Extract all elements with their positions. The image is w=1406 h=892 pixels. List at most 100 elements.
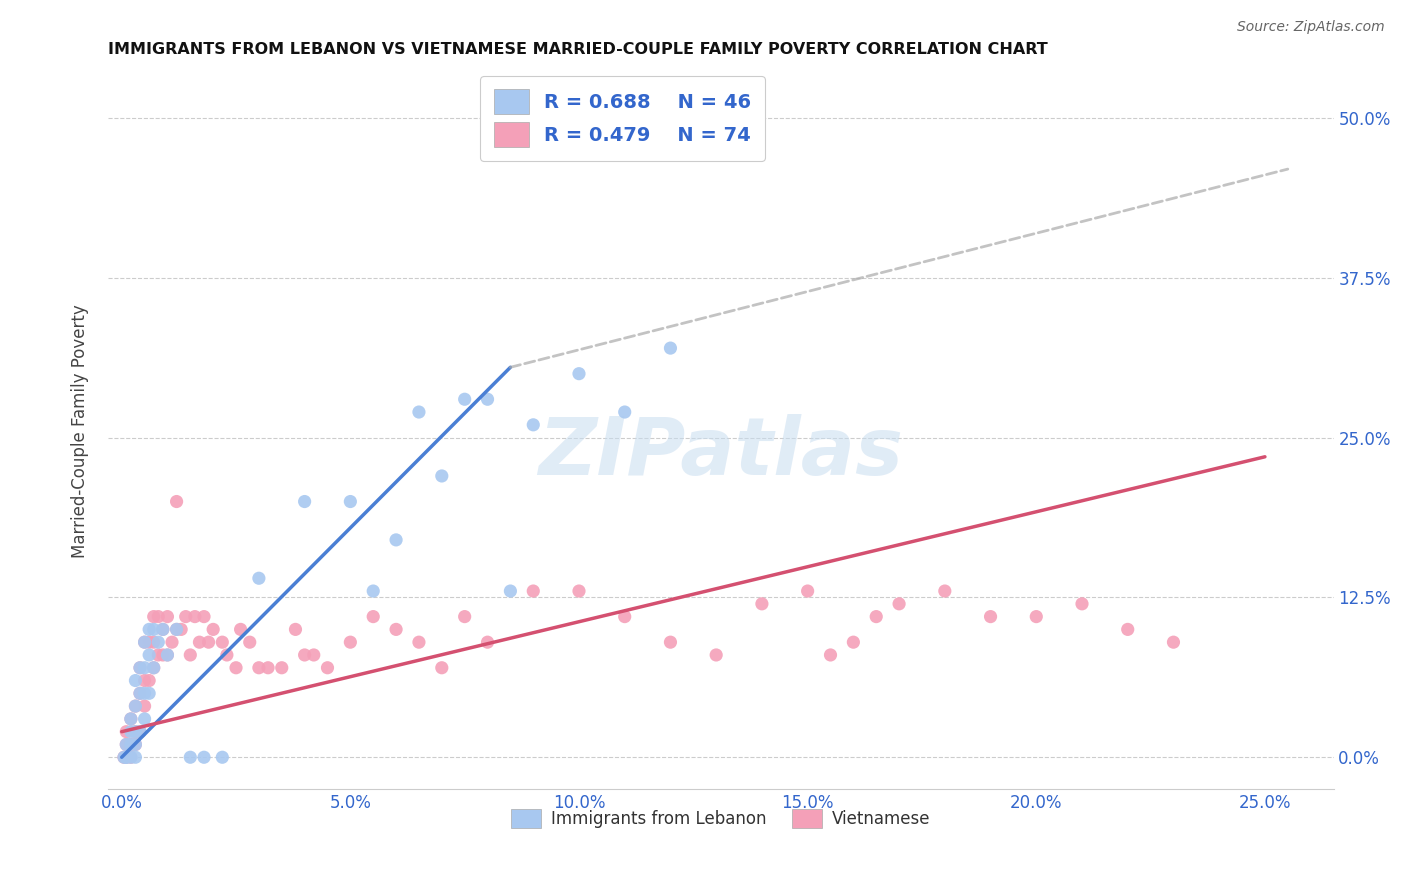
- Point: [361, 609, 384, 624]
- Point: [129, 724, 152, 739]
- Point: [115, 738, 138, 752]
- Point: [134, 712, 156, 726]
- Y-axis label: Married-Couple Family Poverty: Married-Couple Family Poverty: [72, 304, 89, 558]
- Point: [148, 609, 170, 624]
- Point: [166, 623, 188, 637]
- Point: [453, 392, 475, 407]
- Point: [751, 597, 773, 611]
- Point: [294, 648, 316, 662]
- Point: [124, 724, 146, 739]
- Point: [124, 699, 146, 714]
- Point: [1163, 635, 1185, 649]
- Point: [211, 635, 233, 649]
- Point: [865, 609, 887, 624]
- Point: [120, 738, 142, 752]
- Point: [1025, 609, 1047, 624]
- Point: [120, 712, 142, 726]
- Point: [120, 724, 142, 739]
- Point: [887, 597, 910, 611]
- Point: [339, 494, 361, 508]
- Point: [120, 738, 142, 752]
- Point: [134, 673, 156, 688]
- Point: [408, 405, 430, 419]
- Point: [142, 623, 165, 637]
- Point: [142, 635, 165, 649]
- Point: [247, 661, 270, 675]
- Point: [174, 609, 197, 624]
- Point: [499, 584, 522, 599]
- Point: [247, 571, 270, 585]
- Point: [138, 686, 160, 700]
- Point: [148, 648, 170, 662]
- Point: [142, 661, 165, 675]
- Point: [202, 623, 225, 637]
- Point: [142, 609, 165, 624]
- Point: [129, 661, 152, 675]
- Point: [148, 635, 170, 649]
- Point: [568, 584, 591, 599]
- Point: [138, 673, 160, 688]
- Point: [980, 609, 1002, 624]
- Point: [156, 609, 179, 624]
- Point: [152, 623, 174, 637]
- Point: [124, 738, 146, 752]
- Point: [112, 750, 135, 764]
- Text: Source: ZipAtlas.com: Source: ZipAtlas.com: [1237, 20, 1385, 34]
- Point: [120, 750, 142, 764]
- Point: [284, 623, 307, 637]
- Point: [134, 699, 156, 714]
- Point: [215, 648, 238, 662]
- Point: [842, 635, 865, 649]
- Point: [184, 609, 207, 624]
- Point: [156, 648, 179, 662]
- Legend: Immigrants from Lebanon, Vietnamese: Immigrants from Lebanon, Vietnamese: [505, 802, 936, 835]
- Point: [152, 623, 174, 637]
- Point: [453, 609, 475, 624]
- Point: [129, 661, 152, 675]
- Text: ZIPatlas: ZIPatlas: [538, 414, 903, 491]
- Point: [385, 623, 408, 637]
- Point: [385, 533, 408, 547]
- Point: [477, 635, 499, 649]
- Point: [522, 584, 544, 599]
- Point: [115, 750, 138, 764]
- Point: [138, 635, 160, 649]
- Point: [152, 648, 174, 662]
- Point: [225, 661, 247, 675]
- Point: [257, 661, 280, 675]
- Point: [934, 584, 956, 599]
- Point: [166, 494, 188, 508]
- Point: [115, 750, 138, 764]
- Point: [124, 673, 146, 688]
- Point: [134, 686, 156, 700]
- Point: [142, 661, 165, 675]
- Point: [211, 750, 233, 764]
- Point: [796, 584, 818, 599]
- Point: [134, 635, 156, 649]
- Point: [316, 661, 339, 675]
- Point: [704, 648, 727, 662]
- Point: [138, 623, 160, 637]
- Point: [568, 367, 591, 381]
- Point: [613, 405, 636, 419]
- Point: [1116, 623, 1139, 637]
- Point: [124, 699, 146, 714]
- Point: [120, 712, 142, 726]
- Point: [294, 494, 316, 508]
- Point: [179, 750, 201, 764]
- Point: [129, 686, 152, 700]
- Point: [115, 724, 138, 739]
- Point: [124, 738, 146, 752]
- Point: [134, 661, 156, 675]
- Point: [129, 686, 152, 700]
- Point: [302, 648, 325, 662]
- Point: [129, 724, 152, 739]
- Point: [659, 341, 682, 355]
- Point: [188, 635, 211, 649]
- Point: [166, 623, 188, 637]
- Point: [193, 609, 215, 624]
- Point: [239, 635, 262, 649]
- Point: [115, 750, 138, 764]
- Point: [120, 750, 142, 764]
- Point: [408, 635, 430, 649]
